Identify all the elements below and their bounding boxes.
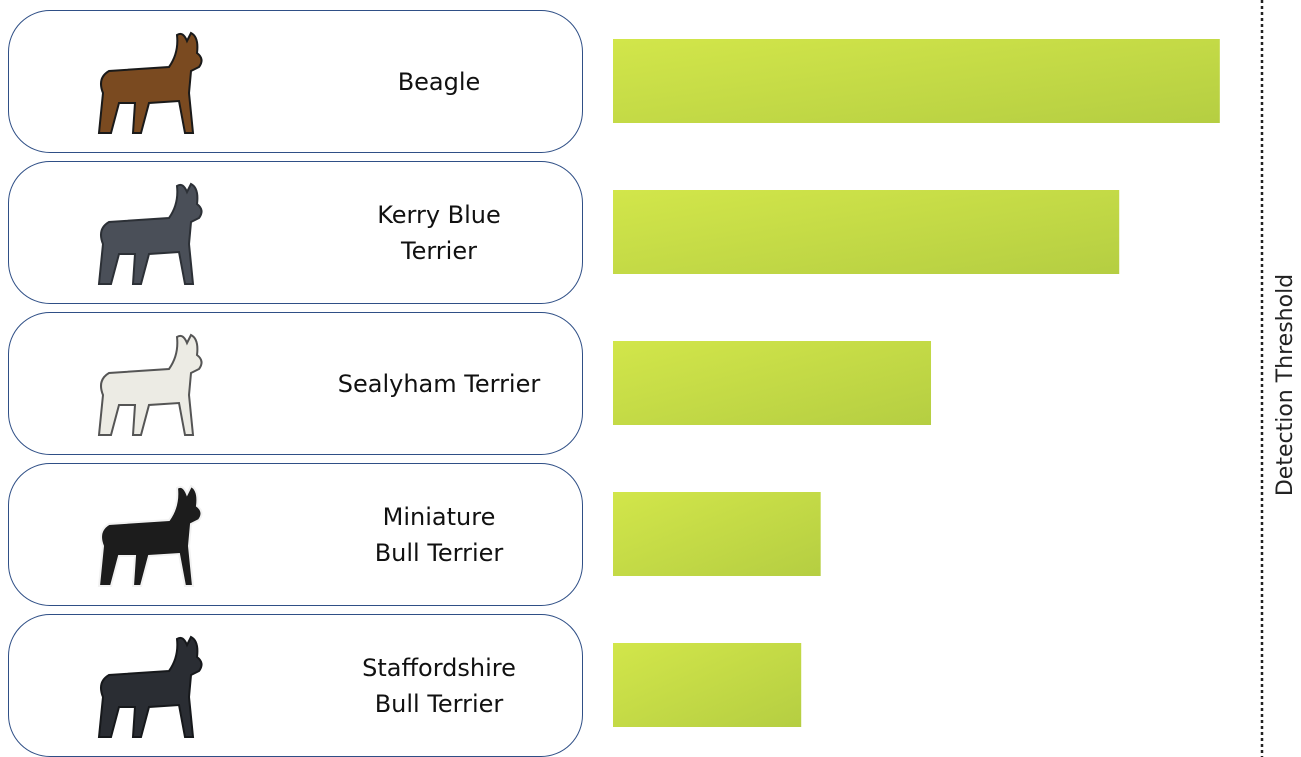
bar	[613, 39, 1220, 123]
bar	[613, 492, 821, 576]
page: BeagleKerry Blue TerrierSealyham Terrier…	[0, 0, 1301, 757]
bar	[613, 341, 931, 425]
chart: Detection Threshold	[0, 0, 1301, 757]
bar	[613, 643, 801, 727]
threshold-label: Detection Threshold	[1273, 274, 1298, 496]
bar	[613, 190, 1119, 274]
